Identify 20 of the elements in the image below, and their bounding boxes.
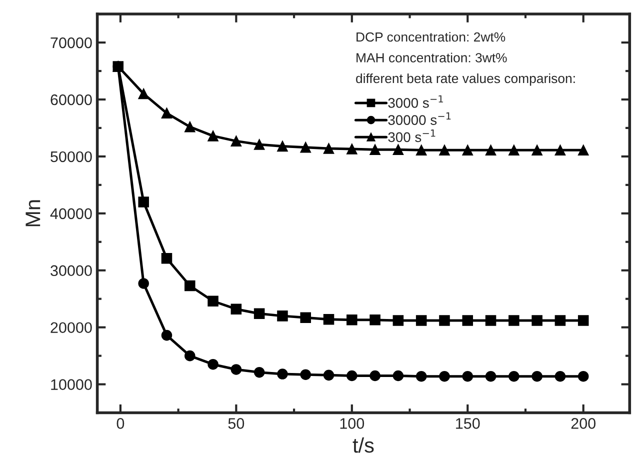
y-tick-label: 20000 [50,322,92,334]
y-tick-label: 10000 [51,379,92,390]
x-tick-label: 0 [116,418,124,429]
annotation: MAH concentration: 3wt% [356,52,507,62]
annotation: DCP concentration: 2wt% [356,32,506,42]
legend-label: 300 s$^{−1}$ [388,130,436,142]
y-axis-title: Mn [26,200,40,226]
legend-label: 30000 s$^{−1}$ [388,112,451,125]
x-tick-label: 200 [571,418,596,429]
y-tick-label: 40000 [50,208,92,220]
y-tick-label: 30000 [50,265,92,276]
x-axis-title: t/s [352,437,374,453]
legend-label: 3000 s$^{−1}$ [388,95,443,108]
x-tick-label: 150 [456,418,480,429]
y-tick-label: 70000 [50,37,92,48]
x-tick-label: 100 [340,418,364,429]
y-tick-label: 60000 [50,94,92,106]
annotation: different beta rate values comparison: [356,73,575,86]
y-tick-label: 50000 [50,151,92,162]
x-tick-label: 50 [228,418,244,429]
